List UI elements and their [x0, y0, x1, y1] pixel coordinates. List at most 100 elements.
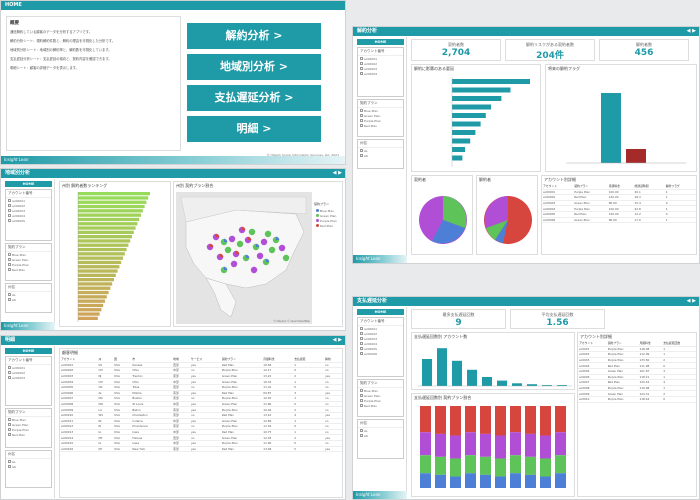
table-row[interactable]: ac00006 Green Plan 80.00 17.0 1 — [542, 217, 696, 224]
filter-option[interactable]: AL — [6, 459, 51, 464]
filter-option[interactable]: AL — [6, 292, 51, 297]
table-row[interactable]: ac00002 OH USA Ohio 中部 no Purple Plan 12.17 0 no — [60, 367, 342, 374]
table-row[interactable]: ac00011 IN USA Indiana 中部 yes Green Plan 12.89 1… — [60, 418, 342, 425]
filter-option[interactable]: ac00005 — [6, 218, 51, 223]
filter-option[interactable]: Red Plan — [358, 123, 403, 128]
table-header[interactable]: 月額料金 — [638, 341, 663, 347]
nav-arrows-icon[interactable]: ◀ ▶ — [332, 170, 342, 176]
filter-option[interactable]: AL — [358, 148, 403, 153]
table-row[interactable]: ac00016 NY USA New York 東部 yes Red Plan 13.48 5 y… — [60, 446, 342, 453]
filter-option[interactable]: ac00004 — [6, 213, 51, 218]
table-row[interactable]: ac0004 Red Plan 111.08 0 — [578, 362, 696, 369]
filter-option[interactable]: AK — [6, 297, 51, 302]
filter-option[interactable]: ac00001 — [6, 365, 51, 370]
filter-option[interactable]: AK — [358, 153, 403, 158]
table-row[interactable]: ac00006 AL USA Mobile 南部 yes Red Plan 09.87 3 yes — [60, 390, 342, 397]
table-row[interactable]: ac00013 IA USA Iowa 中部 yes Red Plan 10.75 1 no — [60, 429, 342, 436]
nav-region-button[interactable]: 地域別分析 > — [187, 54, 321, 80]
filter-option[interactable]: Green Plan — [358, 393, 403, 398]
table-header[interactable]: 契約プラン — [573, 184, 608, 190]
plan-filter[interactable]: 契約プラン Blue Plan Green Plan Purple Plan R… — [357, 379, 404, 417]
table-row[interactable]: ac00004 OH USA Ohio 中部 yes Green Plan 10.33 1 no — [60, 378, 342, 385]
churn-account-table[interactable]: アカウント 契約プラン 月額料金 総通話時間 解約フラグ ac00001 Purple Pl… — [542, 184, 696, 224]
table-row[interactable]: ac00014 MT USA Helena 西部 no Green Plan 12.03 2 ye… — [60, 434, 342, 441]
home-button[interactable]: HOME — [5, 348, 52, 354]
filter-option[interactable]: Red Plan — [6, 432, 51, 437]
table-header[interactable]: アカウント — [542, 184, 574, 190]
account-filter[interactable]: アカウント番号 ac00001 ac00002 ac00003 — [5, 356, 52, 406]
filter-option[interactable]: ac00003 — [6, 208, 51, 213]
filter-option[interactable]: Green Plan — [6, 257, 51, 262]
nav-arrows-icon[interactable]: ◀ ▶ — [332, 337, 342, 343]
filter-option[interactable]: Purple Plan — [6, 427, 51, 432]
filter-option[interactable]: Green Plan — [6, 422, 51, 427]
filter-option[interactable]: Blue Plan — [6, 417, 51, 422]
table-header[interactable]: 月額料金 — [262, 357, 294, 363]
filter-option[interactable]: ac00002 — [6, 370, 51, 375]
table-row[interactable]: ac00012 RI USA Providence 東部 no Purple Plan 11.… — [60, 423, 342, 430]
nav-churn-button[interactable]: 解約分析 > — [187, 23, 321, 49]
plan-filter[interactable]: 契約プラン Blue Plan Green Plan Purple Plan R… — [357, 99, 404, 137]
table-row[interactable]: ac0007 Red Plan 120.44 4 — [578, 379, 696, 386]
filter-option[interactable]: Red Plan — [6, 267, 51, 272]
filter-option[interactable]: Purple Plan — [6, 262, 51, 267]
table-row[interactable]: ac00001 Purple Plan 100.00 20.1 1 — [542, 189, 696, 196]
table-header[interactable]: 解約フラグ — [664, 184, 696, 190]
state-filter[interactable]: 州名 AL AK — [5, 283, 52, 313]
nav-arrows-icon[interactable]: ◀ ▶ — [686, 298, 696, 304]
filter-option[interactable]: Purple Plan — [358, 118, 403, 123]
table-row[interactable]: ac00003 Green Plan 80.00 15.4 0 — [542, 200, 696, 207]
table-row[interactable]: ac0006 Purple Plan 118.21 1 — [578, 374, 696, 381]
table-row[interactable]: ac0001 Purple Plan 118.08 1 — [578, 346, 696, 353]
nav-detail-button[interactable]: 明細 > — [187, 116, 321, 142]
table-header[interactable]: 国 — [113, 357, 132, 363]
table-row[interactable]: ac00004 Purple Plan 100.00 22.8 1 — [542, 205, 696, 212]
filter-option[interactable]: ac00004 — [358, 341, 403, 346]
filter-option[interactable]: ac00005 — [358, 346, 403, 351]
filter-option[interactable]: ac00003 — [358, 336, 403, 341]
state-filter[interactable]: 州名 AL AK — [5, 450, 52, 488]
table-row[interactable]: ac00005 OK USA Tulsa 西部 no Purple Plan 11.01 0 no — [60, 384, 342, 391]
table-header[interactable]: 解約 — [324, 357, 342, 363]
home-button[interactable]: HOME — [357, 39, 404, 45]
table-row[interactable]: ac00009 LA USA Baton 南部 yes Purple Plan 10.02 2 n… — [60, 406, 342, 413]
table-header[interactable]: 州 — [97, 357, 114, 363]
detail-table[interactable]: アカウント州国市地域 サービス 契約プラン 月額料金 支払遅延 解約 ac00001 KS US… — [60, 357, 342, 453]
table-row[interactable]: ac00005 Red Plan 120.00 12.2 0 — [542, 211, 696, 218]
filter-option[interactable]: ac00001 — [6, 198, 51, 203]
table-row[interactable]: ac00001 KS USA Kansas 西部 yes Red Plan 10.56 1 no — [60, 362, 342, 369]
plan-filter[interactable]: 契約プラン Blue Plan Green Plan Purple Plan R… — [5, 408, 52, 448]
table-row[interactable]: ac0008 Purple Plan 119.98 1 — [578, 385, 696, 392]
filter-option[interactable]: Red Plan — [358, 403, 403, 408]
filter-option[interactable]: Green Plan — [358, 113, 403, 118]
filter-option[interactable]: Blue Plan — [358, 108, 403, 113]
state-filter[interactable]: 州名 AL AK — [357, 419, 404, 459]
us-map[interactable]: © Mapbox © OpenStreetMap — [176, 192, 312, 324]
table-header[interactable]: 契約プラン — [220, 357, 263, 363]
filter-option[interactable]: ac00003 — [6, 375, 51, 380]
table-header[interactable]: 契約プラン — [606, 341, 639, 347]
table-header[interactable]: アカウント — [60, 357, 98, 363]
filter-option[interactable]: AK — [6, 464, 51, 469]
filter-option[interactable]: ac00001 — [358, 326, 403, 331]
table-header[interactable]: 支払遅延 — [293, 357, 325, 363]
table-header[interactable]: アカウント — [578, 341, 607, 347]
table-header[interactable]: 総通話時間 — [633, 184, 665, 190]
table-header[interactable]: 支払遅延回数 — [662, 341, 696, 347]
filter-option[interactable]: ac00003 — [358, 66, 403, 71]
filter-option[interactable]: ac00006 — [358, 351, 403, 356]
table-row[interactable]: ac00015 IA USA Iowa 中部 yes Purple Plan 11.90 0 no — [60, 440, 342, 447]
table-row[interactable]: ac00002 Red Plan 120.00 18.3 1 — [542, 194, 696, 201]
filter-option[interactable]: ac00002 — [358, 61, 403, 66]
home-button[interactable]: HOME — [5, 181, 52, 187]
plan-filter[interactable]: 契約プラン Blue Plan Green Plan Purple Plan R… — [5, 243, 52, 281]
table-row[interactable]: ac0010 Purple Plan 118.44 0 — [578, 396, 696, 403]
filter-option[interactable]: Blue Plan — [358, 388, 403, 393]
delay-account-table[interactable]: アカウント 契約プラン 月額料金 支払遅延回数 ac0001 Purple Plan 118… — [578, 341, 696, 403]
state-filter[interactable]: 州名 AL AK — [357, 139, 404, 169]
filter-option[interactable]: Blue Plan — [6, 252, 51, 257]
table-header[interactable]: 月額料金 — [607, 184, 634, 190]
account-filter[interactable]: アカウント番号 ac00001 ac00002 ac00003 ac00004 … — [5, 189, 52, 241]
table-row[interactable]: ac0005 Green Plan 101.87 3 — [578, 368, 696, 375]
table-row[interactable]: ac0003 Purple Plan 133.50 2 — [578, 357, 696, 364]
